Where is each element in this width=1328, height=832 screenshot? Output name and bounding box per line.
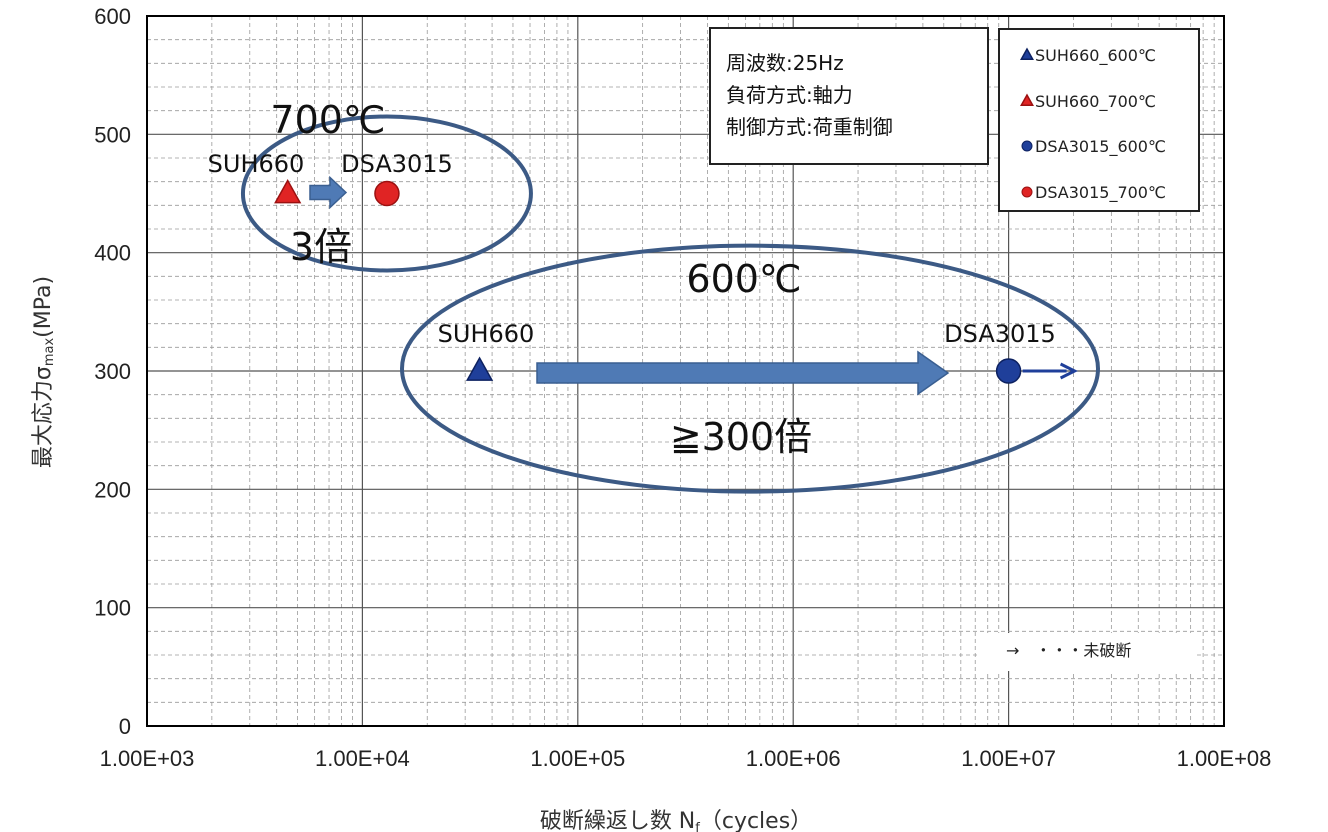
temp-600-label: 600℃ xyxy=(686,257,801,301)
suh660-label-600: SUH660 xyxy=(438,320,535,348)
y-tick-labels: 0 100 200 300 400 500 600 xyxy=(94,4,131,739)
data-points xyxy=(274,178,1078,384)
legend-label: SUH660_700℃ xyxy=(1035,92,1156,112)
legend-marker-triangle xyxy=(1020,93,1034,106)
dsa3015-label-600: DSA3015 xyxy=(944,320,1056,348)
suh660-label-700: SUH660 xyxy=(208,150,305,178)
y-axis-title-main: 最大応力σ xyxy=(31,366,56,468)
ellipse-700 xyxy=(240,114,533,273)
x-tick-label: 1.00E+07 xyxy=(961,746,1056,771)
legend-item: SUH660_600℃ xyxy=(1020,46,1156,66)
x-tick-label: 1.00E+03 xyxy=(100,746,195,771)
x-axis-title: 破断繰返し数 Nf（cycles） xyxy=(540,809,812,832)
legend-item: SUH660_700℃ xyxy=(1020,92,1156,112)
dsa3015-label-700: DSA3015 xyxy=(341,150,453,178)
y-tick-label: 200 xyxy=(94,477,131,502)
x-tick-label: 1.00E+08 xyxy=(1177,746,1272,771)
factor-700-label: 3倍 xyxy=(290,225,352,269)
x-axis-title-suffix: （cycles） xyxy=(700,809,812,832)
x-axis-title-main: 破断繰返し数 N xyxy=(540,809,695,832)
runout-arrow-head xyxy=(1059,362,1078,380)
legend-label: DSA3015_600℃ xyxy=(1035,137,1166,157)
test-conditions-box: 周波数:25Hz 負荷方式:軸力 制御方式:荷重制御 xyxy=(709,27,989,165)
y-tick-label: 400 xyxy=(94,241,131,266)
data-point-triangle xyxy=(274,178,302,204)
y-tick-label: 600 xyxy=(94,4,131,29)
y-axis-title-suffix: (MPa) xyxy=(31,276,56,338)
x-tick-label: 1.00E+06 xyxy=(746,746,841,771)
y-tick-label: 100 xyxy=(94,596,131,621)
plot-area-frame xyxy=(146,15,1225,727)
legend-item: DSA3015_600℃ xyxy=(1021,137,1166,157)
data-point-circle xyxy=(995,358,1022,384)
legend-label: DSA3015_700℃ xyxy=(1035,183,1166,203)
condition-frequency: 周波数:25Hz xyxy=(726,51,844,75)
legend-marker-circle xyxy=(1021,140,1033,152)
y-tick-label: 300 xyxy=(94,359,131,384)
condition-load-mode: 負荷方式:軸力 xyxy=(726,83,853,107)
y-axis-title-sub: max xyxy=(42,338,57,367)
legend-item: DSA3015_700℃ xyxy=(1021,183,1166,203)
x-tick-label: 1.00E+05 xyxy=(530,746,625,771)
x-tick-labels: 1.00E+03 1.00E+04 1.00E+05 1.00E+06 1.00E+07… xyxy=(100,746,1272,771)
ellipse-600 xyxy=(400,243,1100,494)
data-point-triangle xyxy=(465,356,494,381)
legend-label: SUH660_600℃ xyxy=(1035,46,1156,66)
improvement-arrow-600 xyxy=(536,350,950,396)
factor-600-label: ≧300倍 xyxy=(670,415,812,459)
condition-control-mode: 制御方式:荷重制御 xyxy=(726,115,893,139)
legend-marker-circle xyxy=(1021,186,1033,198)
runout-note: → ・・・未破断 xyxy=(980,633,1195,671)
legend: SUH660_600℃ SUH660_700℃ DSA3015_600℃ DSA301… xyxy=(998,28,1200,212)
y-tick-label: 500 xyxy=(94,122,131,147)
y-axis-title: 最大応力σmax(MPa) xyxy=(31,276,57,468)
temp-700-label: 700℃ xyxy=(270,98,385,142)
improvement-arrow-700 xyxy=(309,175,348,210)
runout-note-text: → ・・・未破断 xyxy=(1006,641,1131,660)
x-tick-label: 1.00E+04 xyxy=(315,746,410,771)
x-axis-title-sub: f xyxy=(695,821,700,832)
legend-marker-triangle xyxy=(1020,47,1034,60)
y-tick-label: 0 xyxy=(119,714,131,739)
data-point-circle xyxy=(374,180,400,207)
